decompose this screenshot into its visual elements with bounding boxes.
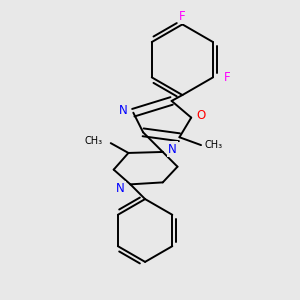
Text: CH₃: CH₃	[85, 136, 103, 146]
Text: F: F	[224, 71, 230, 84]
Text: N: N	[168, 142, 177, 155]
Text: CH₃: CH₃	[205, 140, 223, 150]
Text: N: N	[116, 182, 125, 195]
Text: O: O	[196, 109, 206, 122]
Text: F: F	[179, 10, 186, 23]
Text: N: N	[119, 104, 128, 117]
